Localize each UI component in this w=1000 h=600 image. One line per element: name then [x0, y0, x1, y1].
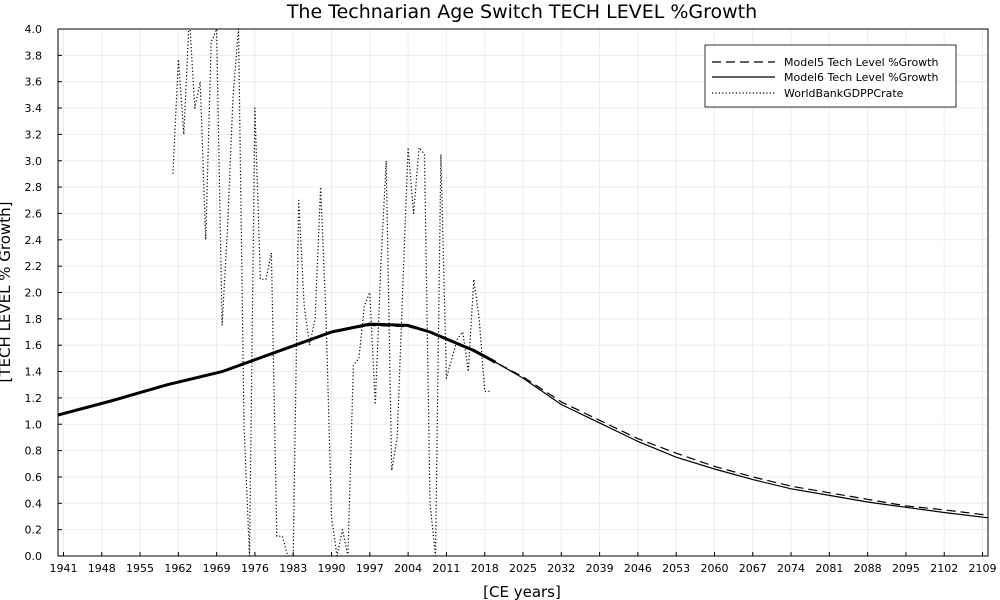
y-tick-label: 3.0 [25, 155, 43, 168]
legend-label-model6: Model6 Tech Level %Growth [784, 71, 938, 84]
y-tick-label: 4.0 [25, 23, 43, 36]
y-tick-label: 0.2 [25, 524, 43, 537]
x-axis-label: [CE years] [483, 583, 561, 600]
y-tick-label: 2.2 [25, 260, 43, 273]
x-tick-label: 2053 [662, 562, 690, 575]
x-tick-label: 2025 [509, 562, 537, 575]
x-tick-label: 2004 [394, 562, 422, 575]
y-tick-label: 3.8 [25, 49, 43, 62]
x-tick-label: 2095 [892, 562, 920, 575]
x-tick-label: 1983 [279, 562, 307, 575]
x-axis: 1941 1948 1955 1962 1969 1976 1983 1990 1997 2004… [49, 552, 997, 575]
y-tick-label: 1.2 [25, 392, 43, 405]
model-overlap-line [58, 322, 497, 417]
x-tick-label: 2067 [739, 562, 767, 575]
x-tick-label: 1976 [241, 562, 269, 575]
y-axis: 0.0 0.2 0.4 0.6 0.8 1.0 1.2 1.4 1.6 1.8 2.0 2.2 2.4 2… [25, 23, 62, 563]
y-tick-label: 1.0 [25, 418, 43, 431]
grid [58, 28, 988, 557]
y-tick-label: 2.8 [25, 181, 43, 194]
x-tick-label: 1969 [203, 562, 231, 575]
y-tick-label: 1.8 [25, 313, 43, 326]
legend-box [704, 44, 957, 108]
y-tick-label: 2.6 [25, 207, 43, 220]
x-tick-label: 2011 [432, 562, 460, 575]
x-tick-label: 2088 [854, 562, 882, 575]
x-tick-label: 2109 [969, 562, 997, 575]
y-tick-label: 3.2 [25, 128, 43, 141]
legend-label-worldbank: WorldBankGDPPCrate [784, 87, 904, 100]
x-tick-label: 2018 [471, 562, 499, 575]
x-tick-label: 1990 [318, 562, 346, 575]
y-tick-label: 2.0 [25, 287, 43, 300]
x-tick-label: 2032 [547, 562, 575, 575]
x-tick-label: 2081 [815, 562, 843, 575]
y-tick-label: 0.4 [25, 497, 43, 510]
legend: Model5 Tech Level %Growth Model6 Tech Le… [704, 44, 957, 108]
x-tick-label: 2074 [777, 562, 805, 575]
y-tick-label: 1.6 [25, 339, 43, 352]
y-tick-label: 0.6 [25, 471, 43, 484]
y-tick-label: 1.4 [25, 366, 43, 379]
x-tick-label: 2039 [586, 562, 614, 575]
y-tick-label: 2.4 [25, 234, 43, 247]
x-tick-label: 2102 [930, 562, 958, 575]
y-tick-label: 3.4 [25, 102, 43, 115]
x-tick-label: 1941 [49, 562, 77, 575]
x-tick-label: 2046 [624, 562, 652, 575]
chart-title: The Technarian Age Switch TECH LEVEL %Gr… [286, 1, 757, 23]
legend-label-model5: Model5 Tech Level %Growth [784, 56, 938, 69]
y-tick-label: 0.8 [25, 445, 43, 458]
y-tick-label: 0.0 [25, 550, 43, 563]
x-tick-label: 1997 [356, 562, 384, 575]
y-tick-label: 3.6 [25, 76, 43, 89]
x-tick-label: 1948 [88, 562, 116, 575]
x-tick-label: 1962 [164, 562, 192, 575]
y-axis-label: [TECH LEVEL % Growth] [0, 202, 14, 383]
x-tick-label: 1955 [126, 562, 154, 575]
series-layer [58, 29, 988, 556]
x-tick-label: 2060 [700, 562, 728, 575]
